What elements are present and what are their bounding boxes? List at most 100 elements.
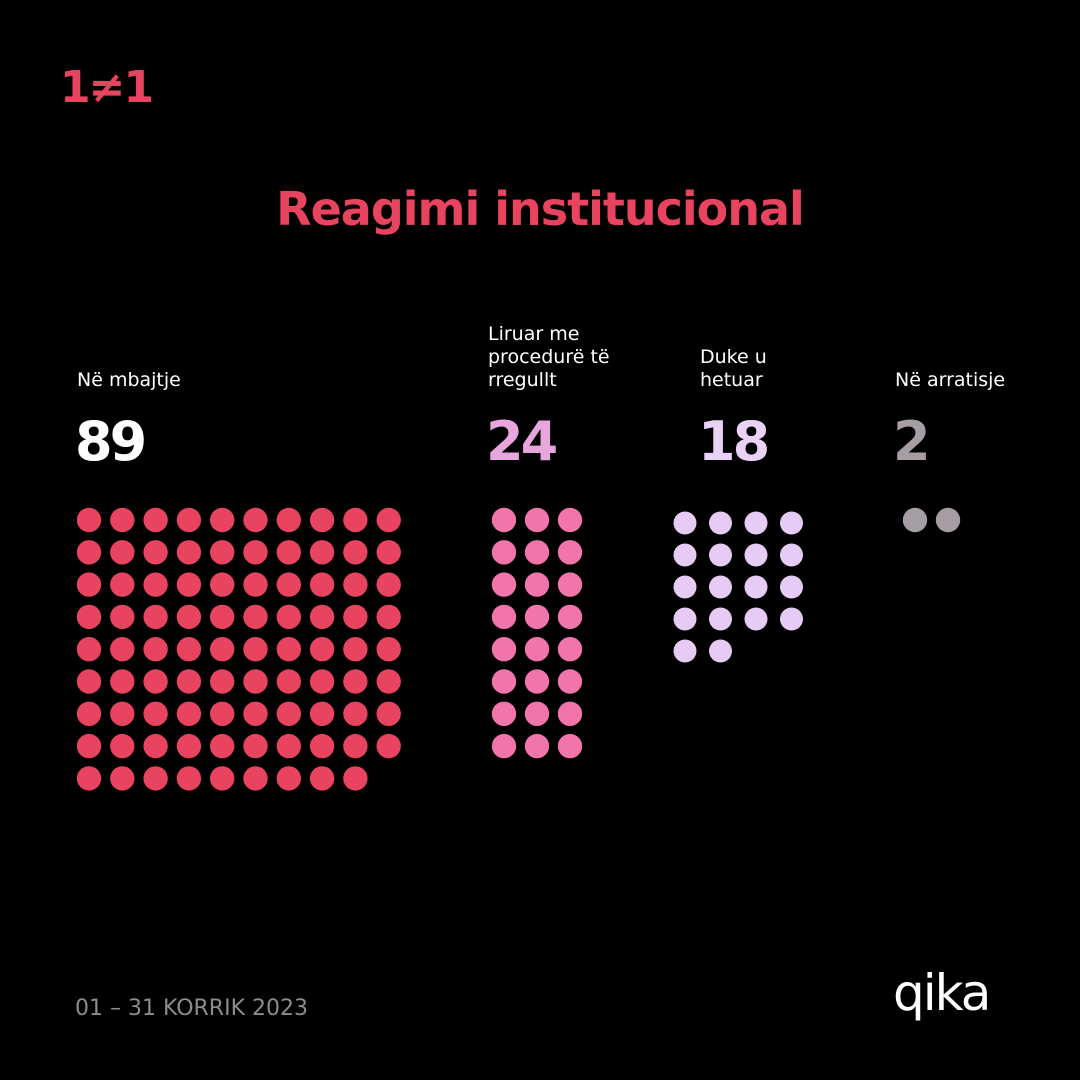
brand: qika — [893, 964, 991, 1022]
dot — [110, 572, 135, 597]
dot — [673, 607, 697, 631]
dot — [176, 507, 202, 533]
dot — [376, 733, 401, 759]
dot — [143, 701, 168, 726]
dot — [673, 575, 697, 599]
dot — [76, 733, 102, 759]
dot — [110, 540, 135, 565]
dot — [110, 766, 135, 791]
dot — [744, 543, 768, 567]
dot — [276, 572, 301, 597]
dot — [376, 701, 401, 726]
dot — [210, 766, 235, 791]
dot — [524, 637, 550, 662]
dot — [243, 669, 268, 694]
dot — [309, 540, 335, 565]
dot — [376, 669, 401, 694]
dot — [176, 540, 202, 565]
dot — [243, 540, 268, 565]
dot — [343, 766, 368, 791]
dot — [243, 701, 268, 726]
dot — [243, 507, 268, 533]
dot — [243, 637, 268, 662]
dot — [557, 733, 583, 759]
dot — [491, 669, 517, 694]
dot — [376, 637, 401, 662]
dot — [143, 766, 168, 791]
dot — [243, 733, 268, 759]
dot — [744, 511, 768, 535]
logo: 1≠1 — [60, 62, 154, 113]
dot — [243, 766, 268, 791]
dot — [744, 575, 768, 599]
dot — [243, 604, 268, 630]
dot — [673, 543, 697, 567]
dot — [343, 701, 368, 726]
dot — [491, 540, 517, 565]
dot — [524, 572, 550, 597]
category-label: Në arratisje — [895, 369, 1006, 391]
dot — [491, 507, 517, 533]
dot — [210, 701, 235, 726]
dot — [143, 669, 168, 694]
dot — [902, 507, 928, 533]
dot — [524, 507, 550, 533]
dot — [176, 733, 202, 759]
dot — [210, 669, 235, 694]
dot — [557, 540, 583, 565]
date-range: 01 – 31 KORRIK 2023 — [75, 996, 308, 1021]
dot — [143, 572, 168, 597]
dot — [780, 511, 803, 535]
dot — [110, 507, 135, 533]
dot — [524, 604, 550, 630]
dot — [276, 766, 301, 791]
dot — [76, 701, 102, 726]
dot — [210, 572, 235, 597]
dot — [557, 669, 583, 694]
dot — [343, 507, 368, 533]
dot — [276, 604, 301, 630]
dot — [491, 733, 517, 759]
value-label: 89 — [75, 410, 147, 473]
dot — [309, 669, 335, 694]
dot — [176, 701, 202, 726]
dot — [176, 669, 202, 694]
dot — [673, 639, 697, 663]
dot — [110, 604, 135, 630]
dot — [709, 639, 732, 663]
dot — [491, 637, 517, 662]
dot — [343, 572, 368, 597]
dot — [557, 637, 583, 662]
dot — [276, 669, 301, 694]
dot — [276, 733, 301, 759]
dot — [276, 701, 301, 726]
dot — [709, 511, 732, 535]
dot — [110, 733, 135, 759]
dot — [376, 507, 401, 533]
dot — [76, 669, 102, 694]
dot — [491, 604, 517, 630]
dot — [143, 733, 168, 759]
dot — [376, 604, 401, 630]
dot — [76, 572, 102, 597]
dot — [309, 572, 335, 597]
dot — [210, 637, 235, 662]
dot — [76, 507, 102, 533]
dot — [76, 766, 102, 791]
dot — [143, 507, 168, 533]
dot — [176, 572, 202, 597]
dot — [709, 543, 732, 567]
dot — [143, 540, 168, 565]
dot — [309, 507, 335, 533]
dot — [780, 575, 803, 599]
dot — [243, 572, 268, 597]
dot — [76, 604, 102, 630]
dot — [343, 637, 368, 662]
category-label: Liruar me procedurë të rregullt — [488, 323, 610, 391]
dot — [673, 511, 697, 535]
dot — [744, 607, 768, 631]
dot — [343, 604, 368, 630]
dot — [780, 607, 803, 631]
dot — [143, 604, 168, 630]
